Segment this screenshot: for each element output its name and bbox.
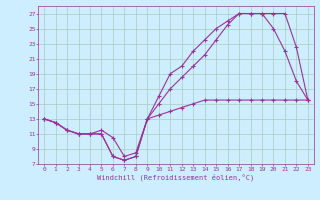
- X-axis label: Windchill (Refroidissement éolien,°C): Windchill (Refroidissement éolien,°C): [97, 173, 255, 181]
